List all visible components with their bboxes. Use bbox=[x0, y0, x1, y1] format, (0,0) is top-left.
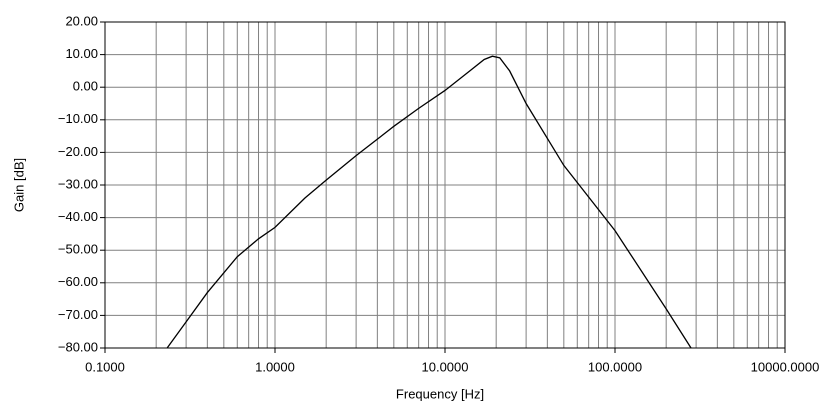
y-tick-label: −10.00 bbox=[58, 111, 98, 126]
x-tick-label: 10000.0000 bbox=[751, 359, 820, 374]
plot-frame bbox=[104, 21, 786, 349]
y-axis-label: Gain [dB] bbox=[11, 158, 26, 212]
y-tick-label: −40.00 bbox=[58, 209, 98, 224]
gain-curve bbox=[166, 55, 692, 349]
x-tick-label: 0.1000 bbox=[85, 359, 125, 374]
y-tick-label: −20.00 bbox=[58, 144, 98, 159]
x-tick-label: 10.0000 bbox=[422, 359, 469, 374]
y-tick-label: −80.00 bbox=[58, 339, 98, 354]
y-tick-label: 10.00 bbox=[65, 46, 98, 61]
y-tick-label: −60.00 bbox=[58, 274, 98, 289]
x-axis-label: Frequency [Hz] bbox=[396, 386, 484, 401]
x-tick-label: 100.0000 bbox=[588, 359, 642, 374]
y-tick-label: 20.00 bbox=[65, 13, 98, 28]
y-tick-label: −70.00 bbox=[58, 307, 98, 322]
y-tick-label: 0.00 bbox=[73, 79, 98, 94]
y-tick-label: −30.00 bbox=[58, 176, 98, 191]
x-tick-label: 1.0000 bbox=[255, 359, 295, 374]
y-tick-label: −50.00 bbox=[58, 242, 98, 257]
